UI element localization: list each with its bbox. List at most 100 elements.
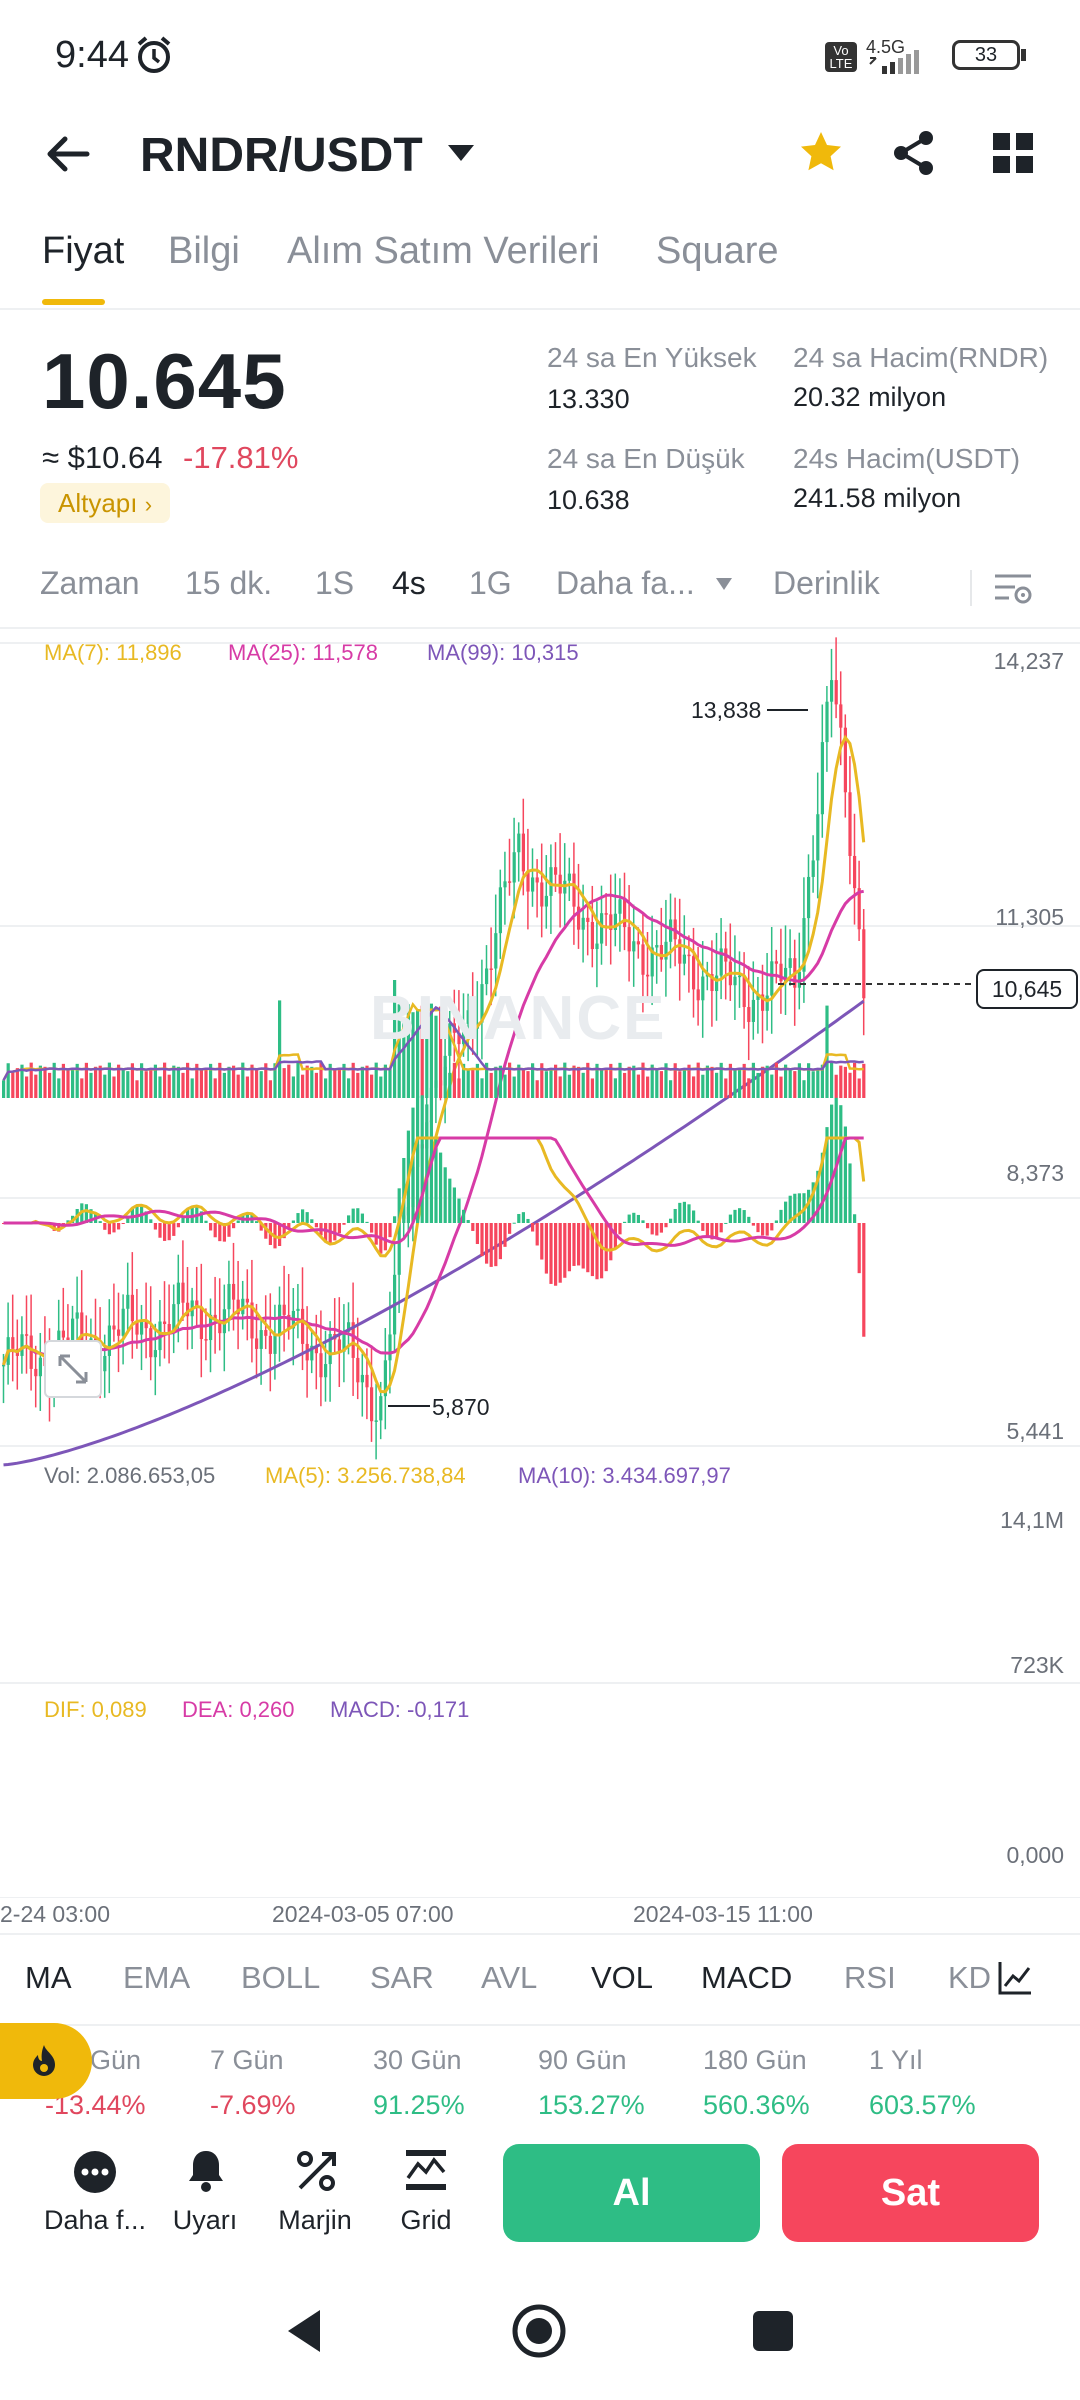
macd-bar [848, 1163, 852, 1223]
perf-label: 30 Gün [373, 2045, 462, 2075]
alert-label[interactable]: Uyarı [172, 2205, 238, 2235]
candle-body [765, 995, 769, 1011]
macd-bar [696, 1220, 700, 1223]
category-badge[interactable]: Altyapı › [40, 483, 171, 523]
indicator-settings-icon[interactable] [997, 1960, 1033, 1996]
volume-bar [494, 1066, 498, 1098]
interval-time[interactable]: Zaman [40, 565, 140, 601]
volume-bar [439, 1006, 443, 1098]
volume-bar [337, 1069, 341, 1098]
kline-chart[interactable] [0, 628, 1080, 1898]
macd-bar [540, 1223, 544, 1260]
indicator-sar[interactable]: SAR [370, 1960, 434, 1995]
volume-bar [186, 1062, 190, 1098]
favorite-star-icon[interactable] [797, 128, 845, 176]
interval-1h[interactable]: 1S [315, 565, 355, 601]
candle-body [830, 680, 834, 702]
volume-bar [57, 1078, 61, 1098]
interval-4h[interactable]: 4s [392, 565, 426, 601]
candle-body [774, 961, 778, 964]
macd-bar [222, 1223, 226, 1242]
sell-button[interactable]: Sat [782, 2144, 1039, 2242]
nav-recents-icon[interactable] [752, 2310, 794, 2352]
low-label: 24 sa En Düşük [547, 443, 745, 474]
fullscreen-button[interactable] [44, 1340, 102, 1398]
high-marker-label: 13,838 [691, 697, 762, 723]
tab-square[interactable]: Square [656, 230, 779, 272]
volume-bar [830, 1062, 834, 1098]
indicator-rsi[interactable]: RSI [844, 1960, 896, 1995]
margin-label[interactable]: Marjin [278, 2205, 352, 2235]
tab-info[interactable]: Bilgi [168, 230, 240, 272]
chart-settings-icon[interactable] [993, 573, 1033, 607]
macd-bar [623, 1221, 627, 1223]
volume-bar [314, 1072, 318, 1098]
candle-body [636, 941, 640, 945]
indicator-boll[interactable]: BOLL [241, 1960, 321, 1995]
share-icon[interactable] [892, 130, 936, 176]
volume-bar [489, 1072, 493, 1098]
macd-bar [503, 1223, 507, 1247]
indicator-ema[interactable]: EMA [123, 1960, 191, 1995]
alarm-icon [137, 36, 171, 73]
interval-depth[interactable]: Derinlik [773, 565, 880, 601]
volume-bar [687, 1064, 691, 1098]
more-label[interactable]: Daha f... [43, 2205, 147, 2235]
battery-icon: 33 [952, 40, 1020, 70]
indicator-macd[interactable]: MACD [701, 1960, 793, 1995]
candle-body [751, 999, 755, 1022]
signal-icon [869, 50, 919, 74]
grid-menu-icon[interactable] [993, 133, 1033, 173]
nav-back-icon[interactable] [284, 2308, 324, 2354]
hot-floating-button[interactable] [0, 2023, 92, 2099]
macd-bar [839, 1105, 843, 1223]
volume-bar [379, 1076, 383, 1098]
indicator-kd[interactable]: KD [948, 1960, 992, 1995]
pair-title[interactable]: RNDR/USDT [140, 129, 423, 182]
macd-bar [425, 1104, 429, 1223]
macd-bar [489, 1223, 493, 1267]
macd-bar [797, 1193, 801, 1223]
macd-bar [310, 1219, 314, 1223]
volume-bar [190, 1078, 194, 1098]
macd-bar [761, 1223, 765, 1236]
back-arrow-icon[interactable] [45, 134, 91, 174]
volume-bar [126, 1071, 130, 1098]
margin-icon[interactable] [294, 2148, 338, 2194]
tab-trading-data[interactable]: Alım Satım Verileri [287, 230, 600, 272]
grid-label[interactable]: Grid [400, 2205, 452, 2235]
candle-body [595, 943, 599, 950]
interval-1d[interactable]: 1G [469, 565, 512, 601]
macd-bar [531, 1223, 535, 1232]
bell-icon[interactable] [186, 2148, 226, 2194]
candle-body [853, 855, 857, 889]
candle-body [489, 968, 493, 970]
indicator-ma[interactable]: MA [25, 1960, 72, 1995]
candle-body [310, 1345, 314, 1361]
volume-bar [204, 1069, 208, 1098]
indicator-tabs: MA EMA BOLL SAR AVL VOL MACD RSI KD [0, 1960, 1080, 2010]
more-options-icon[interactable] [73, 2150, 117, 2194]
indicator-avl[interactable]: AVL [481, 1960, 538, 1995]
indicator-vol[interactable]: VOL [591, 1960, 654, 1995]
interval-15m[interactable]: 15 dk. [185, 565, 273, 601]
candle-body [462, 1023, 466, 1045]
interval-more[interactable]: Daha fa... [556, 565, 695, 601]
macd-bar [646, 1223, 650, 1229]
candle-body [701, 976, 705, 1001]
volume-bar [761, 1066, 765, 1098]
candle-body [719, 948, 723, 976]
tab-price[interactable]: Fiyat [42, 230, 125, 272]
grid-trading-icon[interactable] [404, 2148, 448, 2192]
volume-bar [383, 1064, 387, 1098]
macd-bar [328, 1223, 332, 1245]
nav-home-icon[interactable] [511, 2303, 567, 2359]
volume-bar [328, 1063, 332, 1098]
interval-bar: Zaman 15 dk. 1S 4s 1G Daha fa... Derinli… [0, 565, 1080, 615]
candle-body [466, 1010, 470, 1024]
buy-button[interactable]: Al [503, 2144, 760, 2242]
pair-dropdown-icon[interactable] [446, 143, 476, 163]
volume-bar [393, 980, 397, 1098]
candle-body [664, 941, 668, 960]
candle-body [834, 680, 838, 705]
